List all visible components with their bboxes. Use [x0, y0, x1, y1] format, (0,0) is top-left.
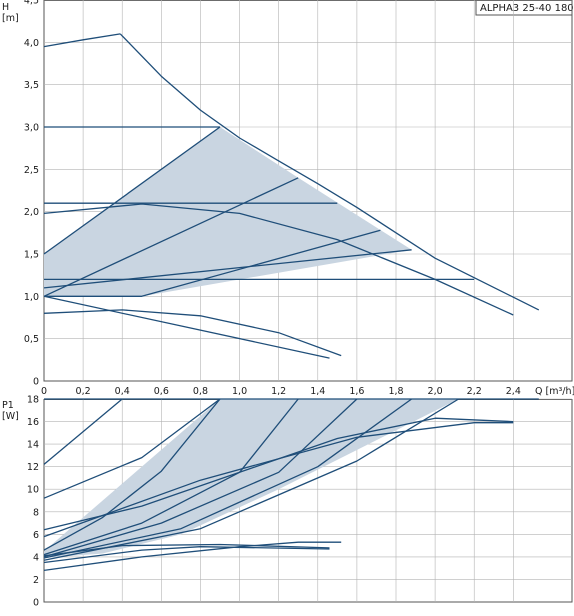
head-curve-4: [43, 126, 221, 255]
head-axis-symbol: H: [2, 2, 9, 13]
head-curve-7: [43, 249, 412, 289]
power-curve-12: [43, 546, 330, 564]
power-y-tick-label: 2: [33, 575, 39, 586]
x-tick-label: 2,2: [467, 386, 482, 397]
power-y-tick-label: 18: [27, 395, 39, 406]
x-tick-label: 2,0: [428, 386, 443, 397]
head-y-tick-label: 0,5: [24, 334, 39, 345]
power-curve-4: [43, 398, 221, 551]
head-y-tick-label: 3,5: [24, 80, 39, 91]
x-tick-label: 1,2: [271, 386, 286, 397]
power-y-tick-label: 12: [27, 462, 39, 473]
head-y-tick-label: 1,0: [24, 292, 39, 303]
head-y-tick-label: 4,0: [24, 38, 39, 49]
x-tick-label: 0,8: [193, 386, 208, 397]
head-curve-2: [119, 33, 540, 311]
head-y-tick-label: 2,0: [24, 207, 39, 218]
power-y-tick-label: 6: [33, 530, 39, 541]
head-y-tick-label: 0: [33, 377, 39, 388]
head-y-tick-label: 2,5: [24, 165, 39, 176]
x-tick-label: 1,0: [232, 386, 247, 397]
head-y-tick-label: 3,0: [24, 123, 39, 134]
head-curve-6: [44, 229, 381, 297]
x-tick-label: 0,6: [154, 386, 169, 397]
power-curve-2: [43, 398, 123, 465]
power-axis-unit: [W]: [2, 411, 19, 422]
power-curve-6: [43, 398, 358, 558]
x-tick-label: 1,4: [310, 386, 325, 397]
power-curve-10: [43, 422, 514, 538]
head-axis-unit: [m]: [2, 13, 19, 24]
x-tick-label: 1,6: [349, 386, 364, 397]
power-curve-3: [43, 398, 221, 499]
head-curve-10: [43, 203, 514, 316]
power-y-tick-label: 4: [33, 552, 39, 563]
power-y-tick-label: 16: [27, 417, 39, 428]
x-tick-label: 0,4: [115, 386, 130, 397]
x-tick-label: 0,2: [76, 386, 91, 397]
power-curve-11: [43, 541, 342, 572]
head-y-tick-label: 4,5: [24, 0, 39, 7]
power-axis-symbol: P1: [2, 400, 14, 411]
power-plot: 0 2 4 6 8 10 12 14 16 18: [27, 395, 573, 609]
x-tick-label: 0: [41, 386, 47, 397]
head-plot-frame: [43, 0, 573, 382]
power-y-tick-label: 10: [27, 485, 39, 496]
power-curve-13: [43, 543, 330, 557]
power-curve-8: [43, 398, 459, 561]
head-curve-5: [43, 177, 299, 297]
x-tick-label: 2,4: [506, 386, 521, 397]
head-curve-1: [43, 33, 121, 48]
power-y-tick-label: 14: [27, 440, 39, 451]
flow-axis-label: Q [m³/h]: [535, 386, 574, 397]
model-label: ALPHA3 25-40 180: [480, 3, 574, 14]
head-curve-12: [43, 295, 330, 359]
x-tick-label: 1,8: [388, 386, 403, 397]
head-y-tick-label: 1,5: [24, 250, 39, 261]
model-label-box: ALPHA3 25-40 180: [475, 0, 574, 16]
power-operating-area: [44, 399, 459, 559]
head-curve-11: [43, 309, 342, 357]
power-y-tick-label: 0: [33, 598, 39, 609]
head-plot: 0 0,2 0,4 0,6 0,8 1,0 1,2 1,4 1,6 1,8 2,0 2,2 2,4 0 0,…: [24, 0, 573, 397]
power-curve-5: [43, 398, 299, 556]
power-y-tick-label: 8: [33, 507, 39, 518]
